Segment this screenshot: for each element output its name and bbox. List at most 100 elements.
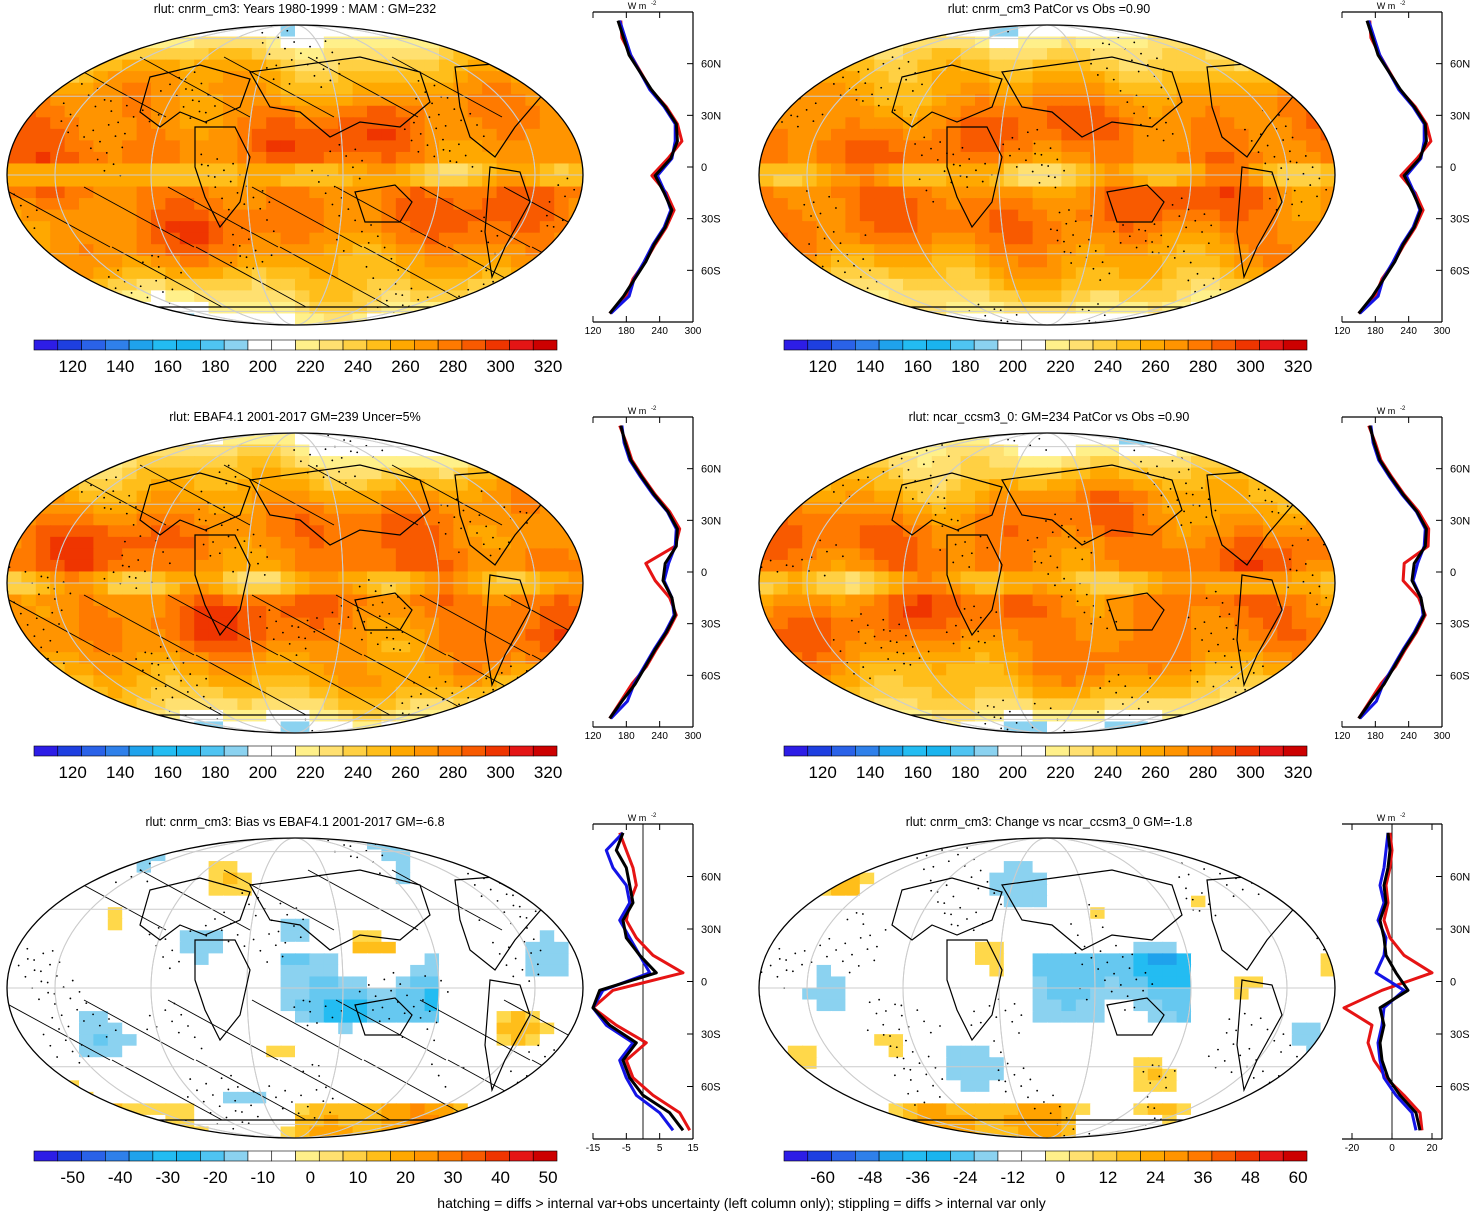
map-cell <box>151 232 167 246</box>
map-cell <box>1104 267 1120 280</box>
map-cell <box>295 105 311 119</box>
map-cell <box>323 198 340 211</box>
map-cell <box>1090 255 1106 269</box>
map-cell <box>35 163 52 176</box>
map-cell <box>93 105 109 119</box>
map-cell <box>1263 548 1279 561</box>
map-cell <box>525 663 541 677</box>
map-cell <box>136 151 152 165</box>
map-cell <box>266 663 282 677</box>
stipple-dot <box>345 155 348 157</box>
map-cell <box>381 36 397 50</box>
map-cell <box>367 548 383 561</box>
map-cell <box>1291 313 1308 325</box>
stipple-dot <box>487 322 490 325</box>
map-cell <box>1277 48 1293 61</box>
stipple-dot <box>146 296 149 299</box>
map-cell <box>467 278 484 292</box>
map-cell <box>482 140 498 153</box>
stipple-dot <box>293 41 296 43</box>
map-cell <box>960 652 976 665</box>
map-cell <box>888 105 904 119</box>
stipple-dot <box>451 692 454 694</box>
map-cell <box>975 59 991 73</box>
stipple-dot <box>984 314 987 317</box>
map-cell <box>482 94 498 107</box>
map-cell <box>917 548 933 561</box>
stipple-dot <box>112 571 115 574</box>
map-cell <box>1133 490 1149 504</box>
map-cell <box>1133 629 1149 642</box>
stipple-dot <box>35 617 38 620</box>
map-cell <box>338 548 354 561</box>
map-cell <box>888 25 904 38</box>
map-cell <box>93 617 109 631</box>
map-cell <box>50 186 66 200</box>
stipple-dot <box>918 178 921 181</box>
stipple-dot <box>568 230 571 233</box>
map-cell <box>525 583 541 596</box>
map-cell <box>309 255 325 269</box>
map-cell <box>1320 278 1335 292</box>
stipple-dot <box>496 234 499 237</box>
map-cell <box>1263 617 1279 631</box>
map-cell <box>1003 594 1020 608</box>
map-cell <box>7 467 23 481</box>
map-cell <box>395 232 412 246</box>
map-cell <box>568 221 583 234</box>
map-cell <box>1018 209 1034 223</box>
map-cell <box>439 128 455 142</box>
map-cell <box>107 221 124 234</box>
map-cell <box>107 536 124 550</box>
map-cell <box>960 583 976 596</box>
map-cell <box>1191 221 1207 234</box>
map-cell <box>960 594 976 608</box>
map-cell <box>1018 71 1034 84</box>
map-cell <box>280 629 296 642</box>
map-cell <box>1133 71 1149 84</box>
map-cell <box>1205 278 1221 292</box>
map-cell <box>960 232 976 246</box>
map-cell <box>323 59 340 73</box>
stipple-dot <box>1047 175 1050 178</box>
map-cell <box>568 663 583 677</box>
map-cell <box>136 128 152 142</box>
map-cell <box>194 278 210 292</box>
map-cell <box>1277 525 1293 538</box>
map-cell <box>35 433 52 446</box>
stipple-dot <box>144 314 147 317</box>
map-cell <box>280 698 296 711</box>
map-cell <box>1248 313 1264 325</box>
map-cell <box>1191 548 1207 561</box>
map-cell <box>410 617 426 631</box>
map-cell <box>280 301 296 315</box>
stipple-dot <box>415 434 418 437</box>
map-cell <box>1018 59 1034 73</box>
stipple-dot <box>135 587 138 589</box>
map-cell <box>266 48 282 61</box>
stipple-dot <box>968 158 971 160</box>
stipple-dot <box>855 88 858 91</box>
map-cell <box>539 186 556 200</box>
map-cell <box>1133 525 1149 538</box>
stipple-dot <box>1002 143 1005 146</box>
stipple-dot <box>1180 197 1183 200</box>
map-cell <box>1061 36 1077 50</box>
map-cell <box>989 559 1005 573</box>
stipple-dot <box>1138 228 1140 231</box>
map-cell <box>831 313 847 325</box>
map-cell <box>295 675 311 688</box>
stipple-dot <box>1108 272 1111 275</box>
map-cell <box>859 209 876 223</box>
map-cell <box>424 617 440 631</box>
hatch-line <box>531 246 583 308</box>
map-cell <box>1306 559 1322 573</box>
stipple-dot <box>60 49 63 52</box>
map-cell <box>223 467 239 481</box>
map-cell <box>903 536 919 550</box>
stipple-dot <box>252 533 255 536</box>
map-cell <box>64 721 80 733</box>
stipple-dot <box>817 78 819 81</box>
stipple-dot <box>1207 242 1210 245</box>
map-cell <box>1075 571 1092 584</box>
